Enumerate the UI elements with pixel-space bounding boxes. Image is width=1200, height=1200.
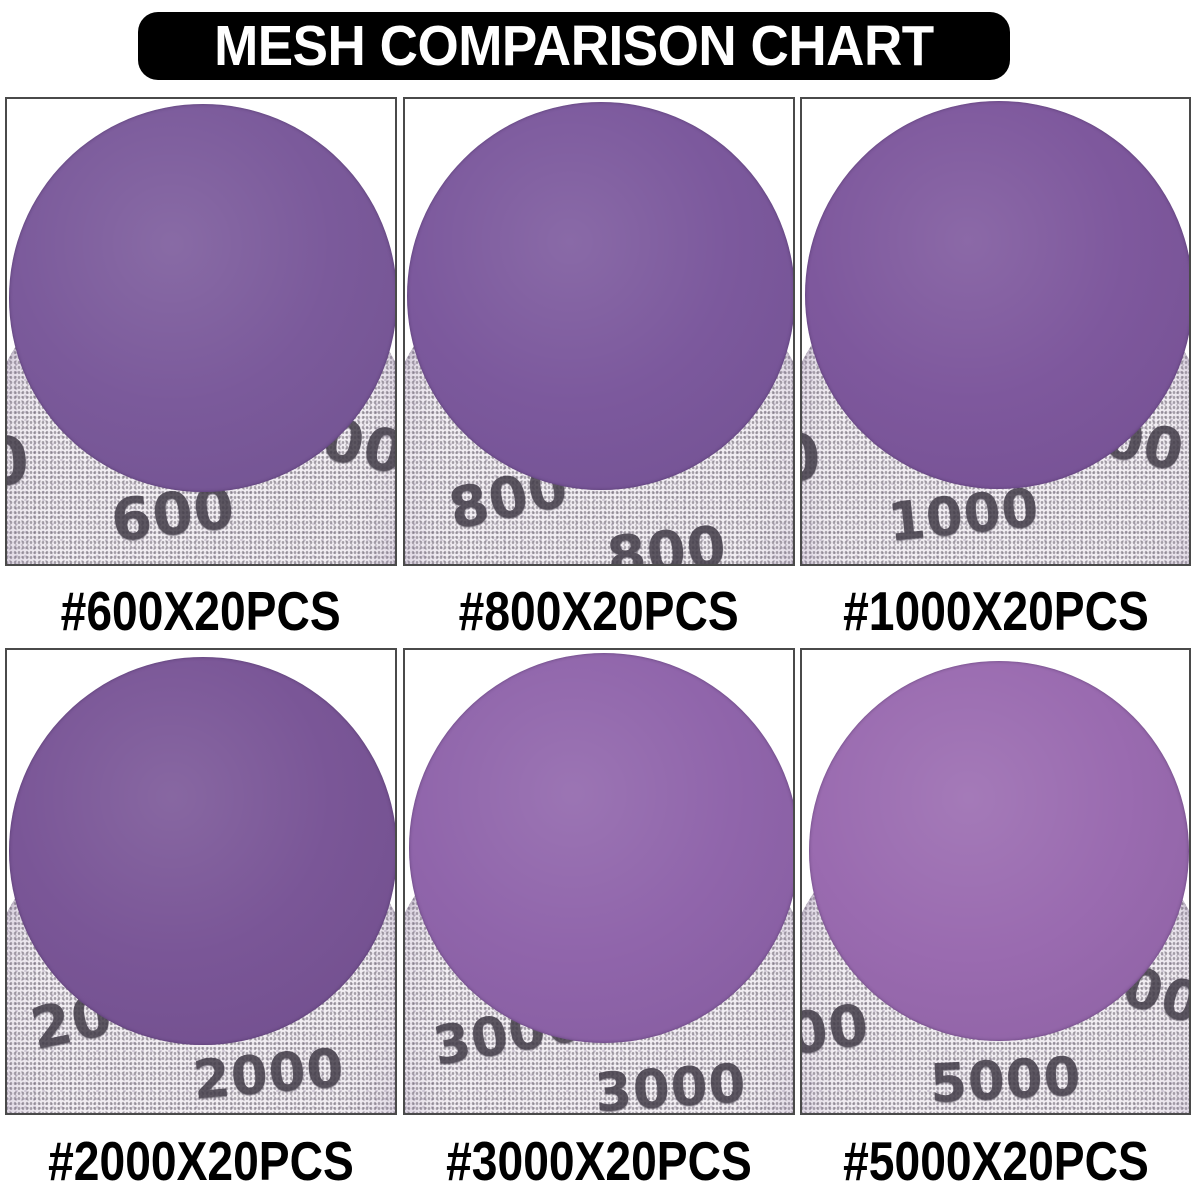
grit-count-label: #800X20PCS [459, 580, 739, 642]
grit-stamp: 0 [5, 421, 33, 502]
title-banner: MESH COMPARISON CHART [138, 12, 1010, 80]
grit-count-label: #3000X20PCS [446, 1130, 752, 1192]
grit-count-label: #1000X20PCS [842, 580, 1149, 642]
abrasive-front-disc [9, 657, 395, 1045]
abrasive-front-disc [409, 653, 793, 1043]
grit-count-label: #5000X20PCS [842, 1130, 1149, 1192]
abrasive-front-disc [9, 104, 395, 492]
grit-stamp: 800 [603, 513, 730, 566]
cell-grit-800: 800 800 [403, 97, 795, 566]
grit-stamp: 2000 [190, 1037, 347, 1112]
cell-grit-5000: 00 5000 5000 [800, 648, 1191, 1115]
grit-stamp: 00 [800, 991, 874, 1069]
grit-stamp: 3000 [593, 1052, 749, 1115]
abrasive-front-disc [809, 661, 1189, 1041]
cell-grit-2000: 200 2000 [5, 648, 397, 1115]
grit-stamp: 0 [800, 420, 824, 498]
cell-grit-1000: 0 1000 00 [800, 97, 1191, 566]
cell-grit-600: 0 600 00 [5, 97, 397, 566]
abrasive-front-disc [407, 102, 793, 490]
grit-stamp: 5000 [928, 1046, 1084, 1115]
grit-count-label: #2000X20PCS [48, 1130, 354, 1192]
cell-grit-3000: 3000 3000 [403, 648, 795, 1115]
grit-stamp: 1000 [885, 477, 1043, 554]
grit-count-label: #600X20PCS [61, 580, 341, 642]
page-title: MESH COMPARISON CHART [214, 14, 934, 78]
abrasive-front-disc [805, 101, 1189, 489]
